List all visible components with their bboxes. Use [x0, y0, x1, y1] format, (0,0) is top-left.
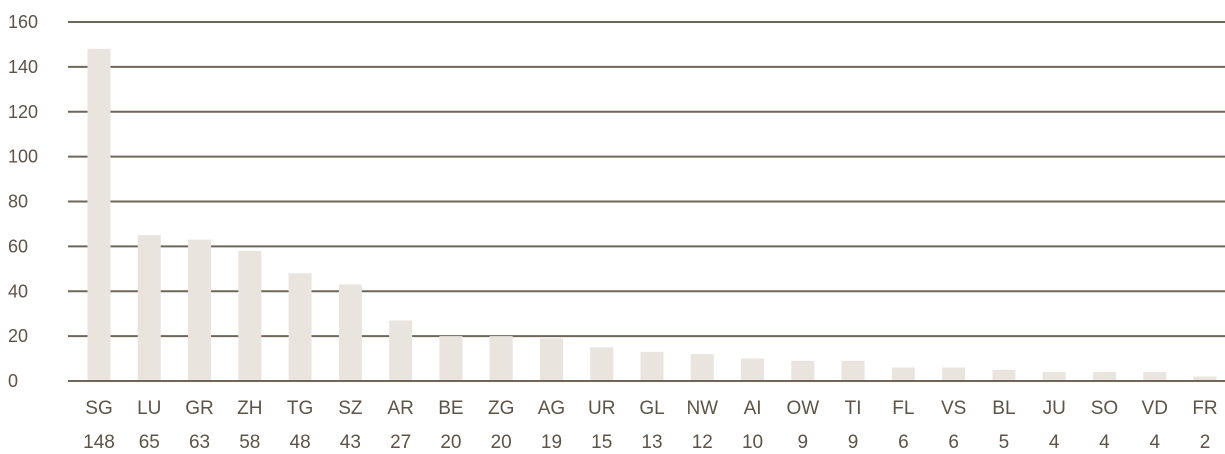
value-label-zh: 58: [239, 432, 260, 453]
value-label-tg: 48: [290, 432, 311, 453]
bar-ow: [791, 360, 815, 381]
bar-be: [439, 336, 463, 381]
category-label-nw: NW: [686, 398, 718, 419]
category-label-lu: LU: [137, 398, 161, 419]
value-label-bl: 5: [999, 432, 1010, 453]
bar-nw: [690, 354, 714, 381]
bar-tg: [288, 273, 312, 381]
category-label-vs: VS: [941, 398, 966, 419]
category-label-zh: ZH: [237, 398, 262, 419]
category-label-fl: FL: [892, 398, 914, 419]
bar-sz: [338, 284, 362, 381]
y-tick-label-60: 60: [8, 236, 28, 256]
bar-vd: [1143, 372, 1167, 381]
value-label-sg: 148: [83, 432, 115, 453]
value-label-vs: 6: [948, 432, 959, 453]
bar-lu: [137, 235, 161, 381]
category-label-ti: TI: [845, 398, 862, 419]
category-label-sg: SG: [85, 398, 112, 419]
value-label-ur: 15: [591, 432, 612, 453]
category-label-so: SO: [1091, 398, 1118, 419]
category-label-ai: AI: [744, 398, 762, 419]
y-tick-label-140: 140: [8, 57, 38, 77]
category-label-ur: UR: [588, 398, 615, 419]
x-axis-category-labels: SG LU GR ZH TG SZ AR BE ZG AG UR GL NW AI OW TI FL VS BL JU…: [85, 398, 1217, 419]
value-label-be: 20: [440, 432, 461, 453]
value-label-ag: 19: [541, 432, 562, 453]
value-label-sz: 43: [340, 432, 361, 453]
bar-zh: [238, 250, 262, 381]
category-label-be: BE: [438, 398, 463, 419]
y-axis-tick-labels: 0 20 40 60 80 100 120 140 160: [8, 12, 38, 391]
category-label-ju: JU: [1043, 398, 1066, 419]
y-tick-label-120: 120: [8, 102, 38, 122]
bar-ag: [539, 338, 563, 381]
category-label-tg: TG: [287, 398, 313, 419]
y-tick-label-80: 80: [8, 192, 28, 212]
value-label-fl: 6: [898, 432, 909, 453]
value-label-gr: 63: [189, 432, 210, 453]
value-labels: 148 65 63 58 48 43 27 20 20 19 15 13 12 10 9 9 6 6 5 4 4 4 2: [83, 432, 1210, 453]
value-label-gl: 13: [641, 432, 662, 453]
bar-fl: [891, 367, 915, 381]
value-label-vd: 4: [1149, 432, 1160, 453]
y-tick-label-0: 0: [8, 371, 18, 391]
category-label-ow: OW: [786, 398, 819, 419]
value-label-ju: 4: [1049, 432, 1060, 453]
bar-ar: [389, 320, 413, 381]
value-label-ti: 9: [848, 432, 859, 453]
category-label-gl: GL: [639, 398, 664, 419]
bar-vs: [942, 367, 966, 381]
value-label-fr: 2: [1200, 432, 1211, 453]
bar-ti: [841, 360, 865, 381]
value-label-nw: 12: [692, 432, 713, 453]
value-label-lu: 65: [139, 432, 160, 453]
value-label-ai: 10: [742, 432, 763, 453]
category-label-bl: BL: [992, 398, 1015, 419]
y-tick-label-160: 160: [8, 12, 38, 32]
category-label-zg: ZG: [488, 398, 514, 419]
y-tick-label-20: 20: [8, 326, 28, 346]
category-label-fr: FR: [1192, 398, 1217, 419]
bar-bl: [992, 369, 1016, 381]
bar-gl: [640, 351, 664, 381]
category-label-ar: AR: [387, 398, 413, 419]
value-label-so: 4: [1099, 432, 1110, 453]
bar-fr: [1193, 376, 1217, 381]
category-label-ag: AG: [538, 398, 565, 419]
bar-ur: [590, 347, 614, 381]
value-label-zg: 20: [491, 432, 512, 453]
category-label-gr: GR: [185, 398, 214, 419]
category-label-vd: VD: [1142, 398, 1168, 419]
bar-so: [1092, 372, 1116, 381]
bar-ai: [741, 358, 765, 381]
category-label-sz: SZ: [338, 398, 363, 419]
bar-sg: [87, 48, 111, 382]
value-label-ar: 27: [390, 432, 411, 453]
y-tick-label-100: 100: [8, 147, 38, 167]
bars: [87, 48, 1217, 382]
bar-ju: [1042, 372, 1066, 381]
y-tick-label-40: 40: [8, 281, 28, 301]
bar-gr: [188, 239, 212, 381]
bar-zg: [489, 336, 513, 381]
value-label-ow: 9: [798, 432, 809, 453]
